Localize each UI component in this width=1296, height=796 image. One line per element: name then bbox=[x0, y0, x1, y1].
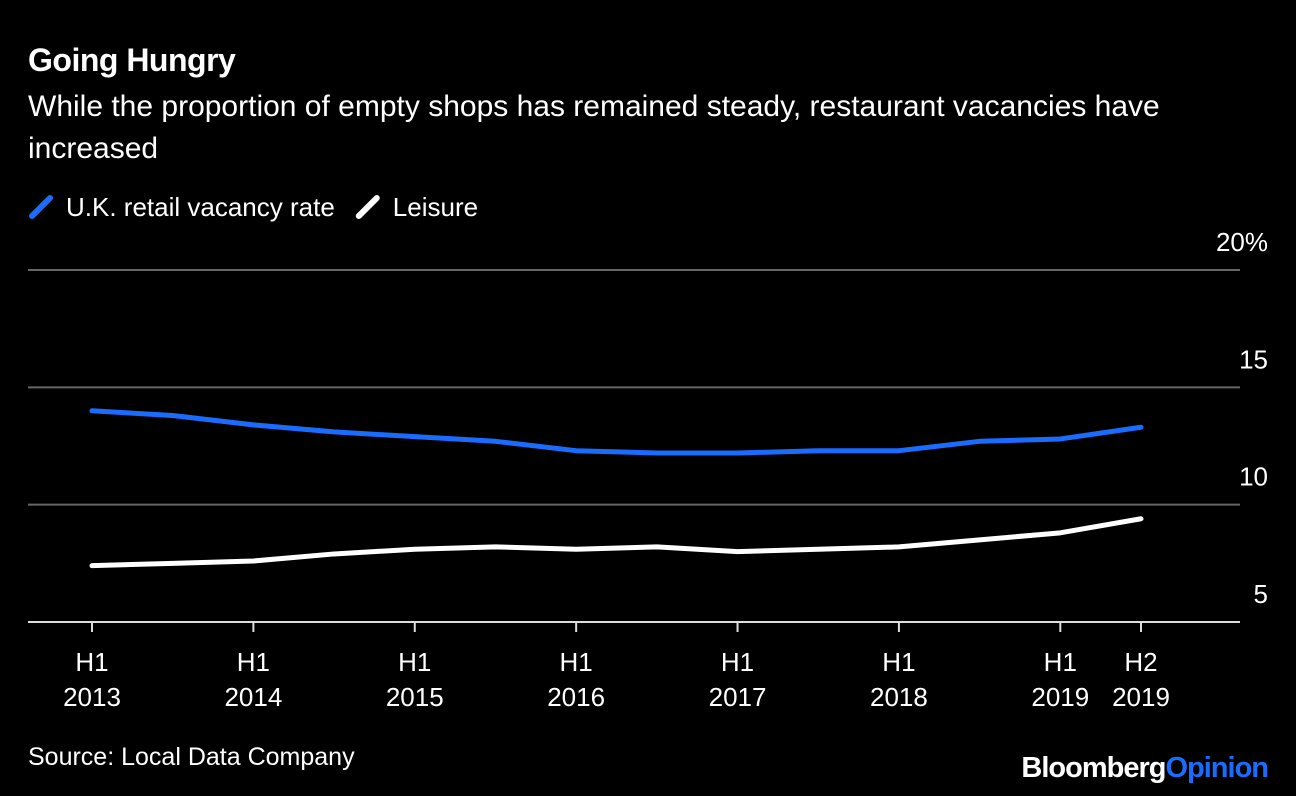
y-tick-label: 5 bbox=[1254, 579, 1268, 609]
x-tick-label: H1 2015 bbox=[385, 647, 444, 712]
source: Source: Local Data Company bbox=[28, 743, 355, 771]
brand: BloombergOpinion bbox=[1021, 752, 1268, 784]
y-tick-label: 15 bbox=[1239, 344, 1268, 374]
series-line bbox=[89, 516, 1144, 569]
x-tick-label: H1 2018 bbox=[870, 647, 928, 712]
y-tick-label: 20% bbox=[1216, 227, 1268, 257]
legend-swatch bbox=[355, 195, 380, 219]
chart-title: Going Hungry bbox=[28, 42, 236, 78]
x-tick-label: H1 2019 bbox=[1031, 647, 1090, 712]
x-tick-label: H1 2013 bbox=[63, 647, 121, 712]
legend-label: U.K. retail vacancy rate bbox=[66, 192, 335, 222]
x-tick-label: H1 2016 bbox=[547, 647, 606, 712]
x-tick-label: H1 2017 bbox=[708, 647, 767, 712]
x-tick-label: H1 2014 bbox=[224, 647, 283, 712]
x-tick-label: H2 2019 bbox=[1112, 647, 1170, 712]
series-line bbox=[89, 408, 1144, 456]
brand-section: Opinion bbox=[1165, 752, 1268, 784]
chart-subtitle: While the proportion of empty shops has … bbox=[28, 90, 1160, 165]
y-tick-label: 10 bbox=[1239, 462, 1268, 492]
legend-swatch bbox=[29, 195, 53, 219]
brand-name: Bloomberg bbox=[1021, 752, 1165, 784]
legend-label: Leisure bbox=[393, 192, 478, 222]
